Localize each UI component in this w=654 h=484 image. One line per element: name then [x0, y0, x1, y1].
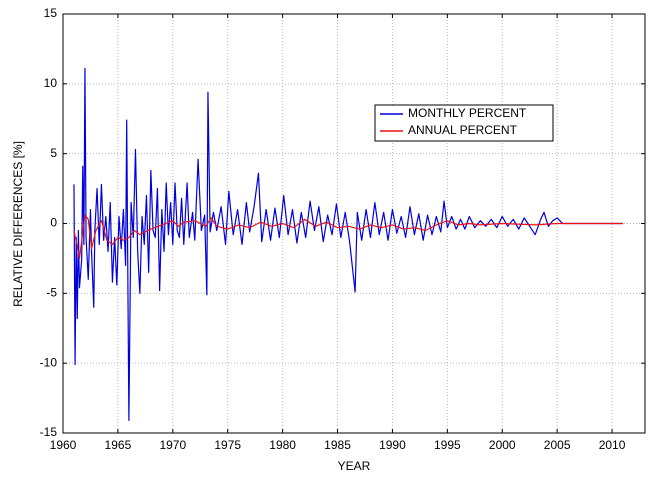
- x-tick-label: 2000: [489, 438, 516, 452]
- x-tick-label: 1990: [379, 438, 406, 452]
- legend-box: [374, 104, 554, 142]
- x-tick-label: 1975: [214, 438, 241, 452]
- y-tick-label: -10: [40, 355, 58, 369]
- legend-label: MONTHLY PERCENT: [408, 106, 527, 120]
- legend-label: ANNUAL PERCENT: [408, 123, 518, 137]
- y-axis-label: RELATIVE DIFFERENCES [%]: [11, 141, 25, 307]
- y-tick-label: 15: [44, 6, 58, 20]
- plot-frame: [62, 13, 646, 434]
- x-tick-label: 1965: [105, 438, 132, 452]
- x-axis-label: YEAR: [338, 459, 371, 473]
- y-tick-label: -15: [40, 425, 58, 439]
- x-tick-label: 1970: [159, 438, 186, 452]
- x-tick-label: 2010: [599, 438, 626, 452]
- x-tick-label: 1985: [324, 438, 351, 452]
- x-tick-label: 2005: [544, 438, 571, 452]
- series-line: [73, 67, 624, 422]
- x-tick-label: 1980: [269, 438, 296, 452]
- x-tick-label: 1995: [434, 438, 461, 452]
- y-tick-label: 10: [44, 76, 58, 90]
- y-tick-label: -5: [46, 286, 57, 300]
- x-tick-label: 1960: [50, 438, 77, 452]
- y-tick-label: 0: [50, 216, 57, 230]
- y-tick-label: 5: [50, 146, 57, 160]
- series-line: [73, 214, 624, 260]
